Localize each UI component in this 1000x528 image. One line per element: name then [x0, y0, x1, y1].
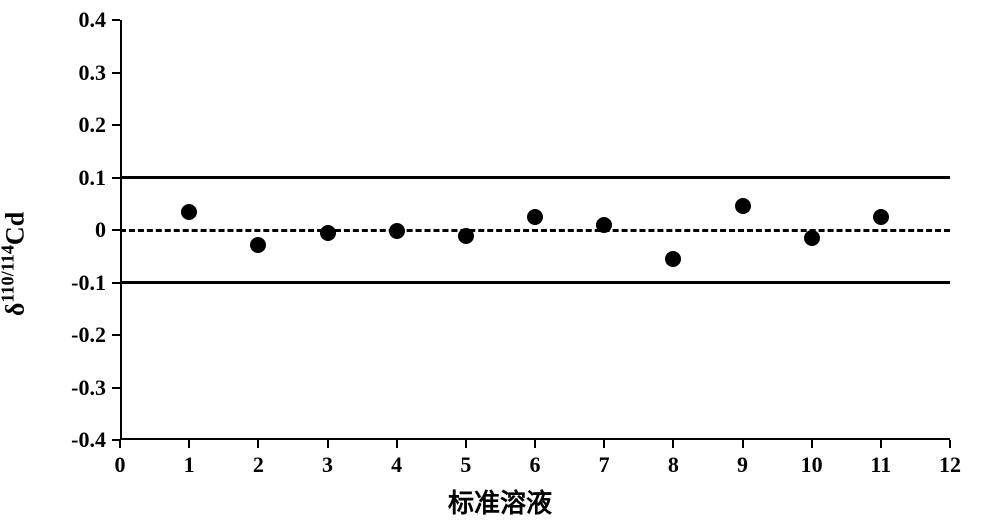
data-point: [873, 209, 889, 225]
data-point: [804, 230, 820, 246]
x-tick-label: 5: [460, 440, 471, 478]
y-tick-label: -0.1: [71, 270, 120, 296]
data-point: [458, 228, 474, 244]
x-tick-label: 10: [801, 440, 823, 478]
y-tick-label: 0.1: [79, 165, 121, 191]
x-tick-label: 12: [939, 440, 961, 478]
x-tick-label: 2: [253, 440, 264, 478]
data-point: [250, 237, 266, 253]
ylabel-suffix: Cd: [0, 212, 29, 245]
data-point: [527, 209, 543, 225]
x-tick-label: 9: [737, 440, 748, 478]
scatter-chart: δ110/114Cd -0.4-0.3-0.2-0.100.10.20.30.4…: [0, 0, 1000, 528]
x-tick-label: 6: [530, 440, 541, 478]
x-tick-label: 3: [322, 440, 333, 478]
plot-area: -0.4-0.3-0.2-0.100.10.20.30.401234567891…: [120, 20, 950, 440]
data-point: [665, 251, 681, 267]
y-tick-label: 0: [95, 217, 120, 243]
y-tick-label: 0.4: [79, 7, 121, 33]
tolerance-line: [120, 176, 950, 179]
x-tick-label: 7: [599, 440, 610, 478]
zero-reference-line: [120, 229, 950, 232]
ylabel-prefix: δ: [0, 303, 29, 317]
y-tick-label: 0.2: [79, 112, 121, 138]
x-tick-label: 11: [870, 440, 891, 478]
data-point: [389, 223, 405, 239]
y-tick-label: -0.3: [71, 375, 120, 401]
data-point: [735, 198, 751, 214]
ylabel-sup: 110/114: [0, 245, 18, 303]
y-axis-label: δ110/114Cd: [0, 212, 30, 316]
y-tick-label: 0.3: [79, 60, 121, 86]
y-tick-label: -0.2: [71, 322, 120, 348]
x-tick-label: 1: [184, 440, 195, 478]
tolerance-line: [120, 281, 950, 284]
x-tick-label: 8: [668, 440, 679, 478]
x-tick-label: 0: [115, 440, 126, 478]
data-point: [181, 204, 197, 220]
y-tick-label: -0.4: [71, 427, 120, 453]
x-axis-label: 标准溶液: [448, 483, 552, 520]
x-tick-label: 4: [391, 440, 402, 478]
data-point: [596, 217, 612, 233]
data-point: [320, 225, 336, 241]
